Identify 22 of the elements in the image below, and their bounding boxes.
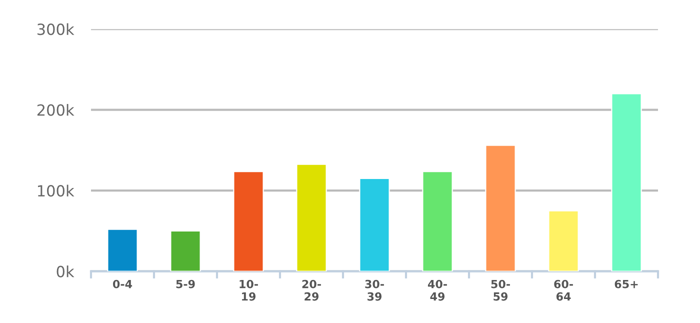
x-tick-label: 50-59 <box>491 280 510 301</box>
y-tick-label: 100k <box>38 184 74 197</box>
x-tick-label: 5-9 <box>176 280 195 288</box>
bar <box>170 230 201 272</box>
bar <box>233 171 264 272</box>
bar <box>359 178 390 272</box>
x-tick-label: 20-29 <box>302 280 321 301</box>
y-tick-label: 0k <box>56 266 74 278</box>
bar <box>107 228 138 272</box>
bar <box>485 144 516 272</box>
bar <box>611 93 642 272</box>
bar <box>548 210 579 272</box>
x-tick-label: 40-49 <box>428 280 447 301</box>
x-tick-label: 30-39 <box>365 280 384 301</box>
y-tick-label: 200k <box>37 104 74 116</box>
bar <box>422 171 453 272</box>
x-tick-label: 65+ <box>614 280 638 288</box>
x-tick-label: 10-19 <box>240 280 258 301</box>
y-tick-label: 300k <box>37 23 74 36</box>
bar <box>296 164 327 272</box>
x-tick-label: 0-4 <box>112 280 132 288</box>
x-tick-label: 60-64 <box>554 280 573 301</box>
